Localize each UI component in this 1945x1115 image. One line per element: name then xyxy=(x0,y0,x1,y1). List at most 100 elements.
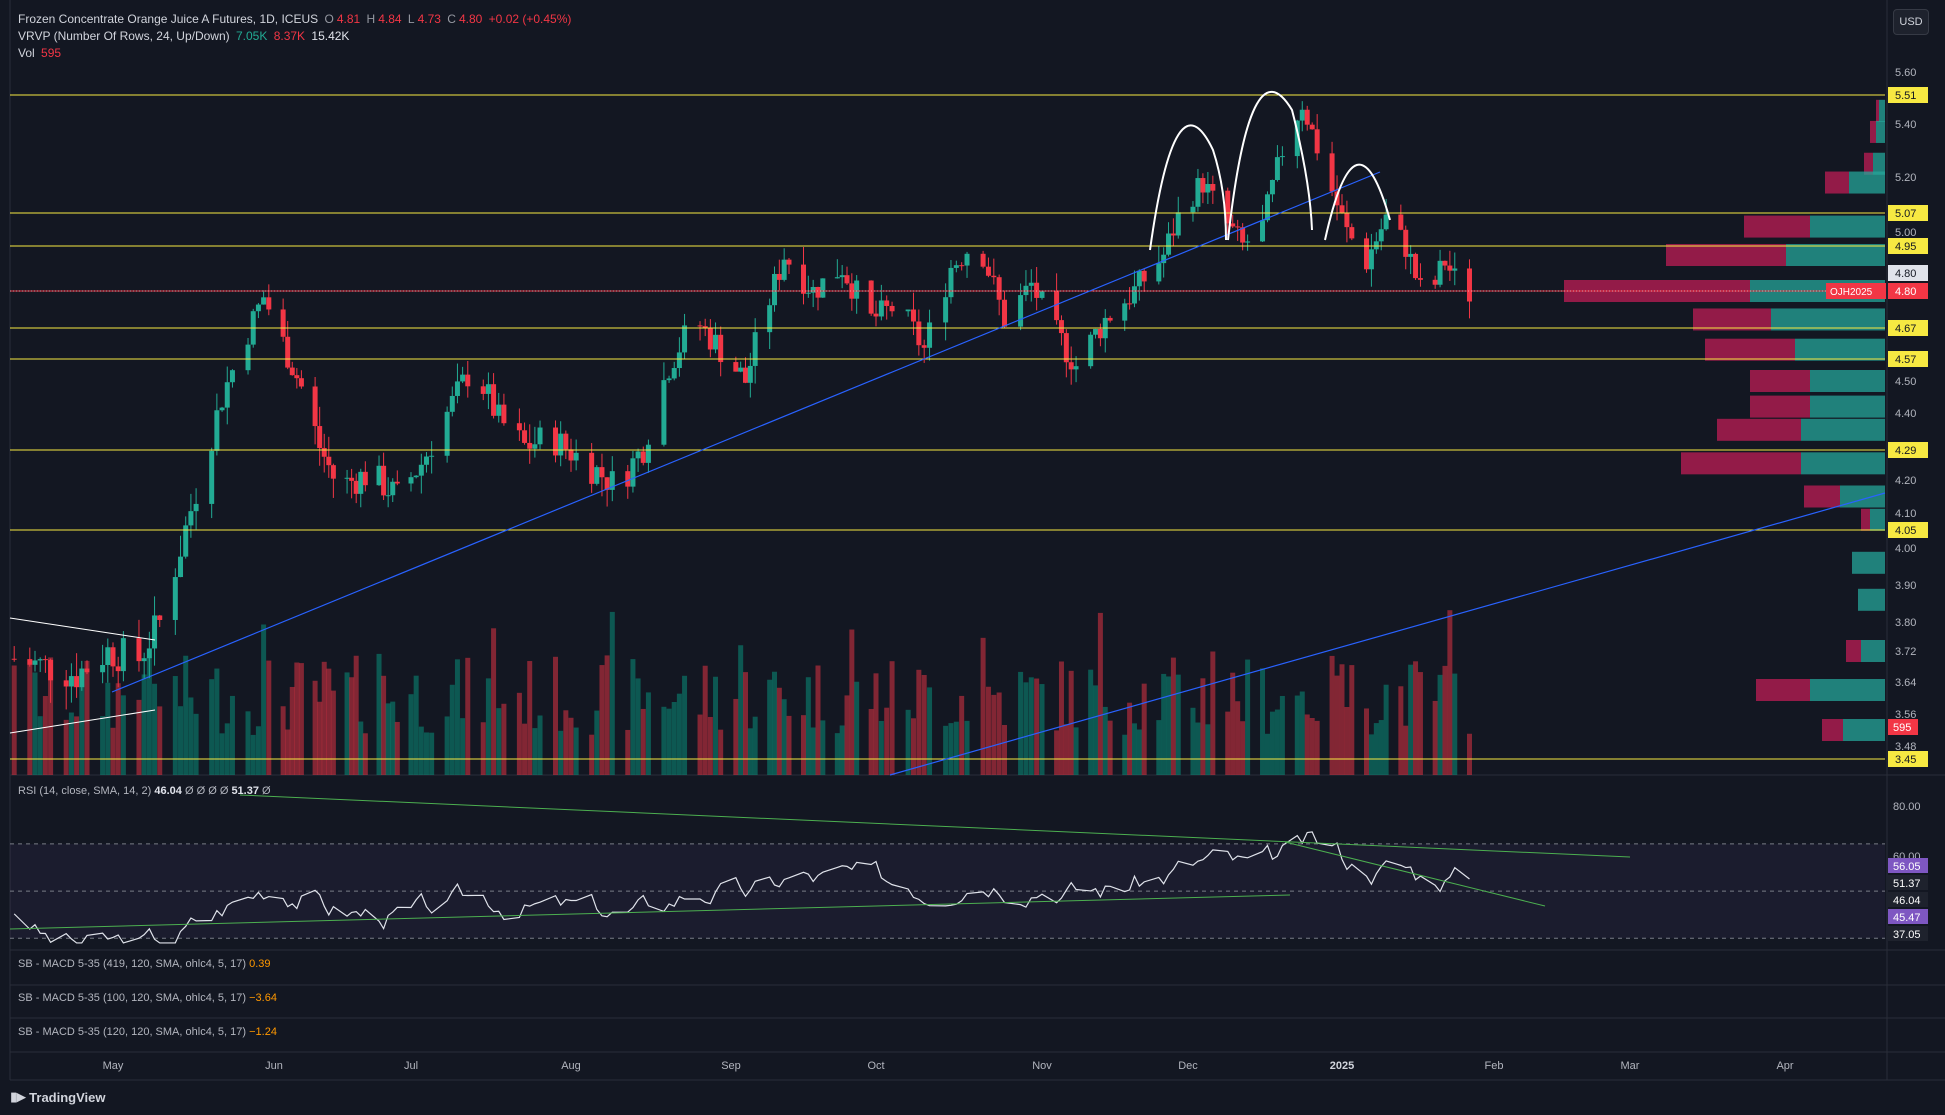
level-label: 5.51 xyxy=(1895,90,1916,102)
volume-bar xyxy=(921,674,927,775)
volume-bar xyxy=(1314,720,1320,775)
price-axis[interactable]: 5.60 5.40 5.20 5.00 4.50 4.40 4.20 4.10 4.00 3.90… xyxy=(1895,67,1916,753)
candle-body xyxy=(697,325,703,327)
candle-body xyxy=(1028,282,1034,286)
macd-legend-2: SB - MACD 5-35 (100, 120, SMA, ohlc4, 5,… xyxy=(18,992,277,1004)
volume-bar xyxy=(157,706,163,775)
volume-bar xyxy=(1274,709,1280,775)
candle-body xyxy=(385,495,391,497)
candle-body xyxy=(558,433,564,456)
drawings[interactable] xyxy=(9,90,1886,776)
candle-body xyxy=(801,264,806,294)
profile-up-bar xyxy=(1810,679,1885,701)
volume-bar xyxy=(980,637,986,775)
volume-bar xyxy=(910,718,916,775)
profile-up-bar xyxy=(1873,152,1885,175)
candle-body xyxy=(786,259,792,265)
time-tick: Nov xyxy=(1032,1060,1052,1072)
candle-body xyxy=(772,273,777,306)
candle-body xyxy=(1018,295,1024,327)
rsi-trendline-upper xyxy=(239,794,1631,858)
candle-body xyxy=(141,658,147,662)
rsi-label: RSI (14, close, SMA, 14, 2) xyxy=(18,785,152,797)
candle-body xyxy=(1190,206,1196,213)
volume-bar xyxy=(326,668,332,775)
profile-up-bar xyxy=(1810,215,1885,238)
candle-body xyxy=(702,326,708,328)
candle-body xyxy=(496,404,502,416)
volume-bar xyxy=(394,721,400,775)
profile-up-bar xyxy=(1810,395,1885,418)
candle-body xyxy=(27,659,33,665)
candle-body xyxy=(1383,214,1389,230)
candle-body xyxy=(1339,205,1345,213)
volume-bar xyxy=(661,706,667,775)
volume-bar xyxy=(563,710,569,775)
candle-body xyxy=(948,267,954,298)
currency-button[interactable]: USD xyxy=(1893,9,1929,35)
vrvp-legend: VRVP (Number Of Rows, 24, Up/Down) 7.05K… xyxy=(18,28,352,44)
time-axis[interactable]: May Jun Jul Aug Sep Oct Nov Dec 2025 Feb Mar Apr xyxy=(103,1060,1794,1072)
volume-bar xyxy=(1195,722,1201,775)
head-arc xyxy=(1227,90,1313,241)
candle-body xyxy=(1230,223,1236,227)
time-tick: Oct xyxy=(867,1060,884,1072)
volume-bar xyxy=(671,701,677,775)
time-tick: May xyxy=(103,1060,124,1072)
candle-body xyxy=(1235,226,1241,228)
volume-bar xyxy=(11,665,17,775)
candle-body xyxy=(255,304,261,312)
rsi-level-bg xyxy=(1888,892,1928,907)
candle-body xyxy=(682,325,688,353)
volume-bar xyxy=(358,721,364,775)
candle-body xyxy=(1466,268,1472,302)
profile-down-bar xyxy=(1750,370,1810,392)
volume-bar xyxy=(42,696,48,775)
volume-bar xyxy=(376,653,382,775)
volume-bar xyxy=(1240,721,1246,775)
candle-body xyxy=(905,309,911,312)
candle-body xyxy=(1304,109,1310,125)
candle-body xyxy=(390,481,396,496)
horizontal-levels[interactable]: 5.51 5.07 4.95 4.67 4.57 4.29 4.05 3.45 OJH2025 4… xyxy=(10,87,1928,767)
profile-down-bar xyxy=(1804,485,1840,508)
level-label-bg xyxy=(1888,205,1928,221)
volume-bar xyxy=(752,716,758,775)
profile-down-bar xyxy=(1681,452,1801,475)
profile-down-bar xyxy=(1870,120,1876,143)
level-label-bg xyxy=(1888,320,1928,336)
candle-body xyxy=(408,477,414,484)
volume-bar xyxy=(1373,723,1379,775)
tradingview-logo[interactable]: ▮▶ TradingView xyxy=(10,1089,106,1105)
candle-body xyxy=(1437,260,1443,285)
candle-body xyxy=(573,452,579,461)
volume-bar xyxy=(1210,651,1216,775)
volume-bar xyxy=(496,708,502,775)
volume-bar xyxy=(485,678,491,775)
rsi-trendline-recent xyxy=(1284,841,1546,907)
volume-bar xyxy=(1127,702,1133,775)
volume-bar xyxy=(959,695,965,775)
candle-body xyxy=(294,375,300,379)
volume-bar xyxy=(193,713,199,775)
volume-bar xyxy=(266,660,272,775)
time-tick: Jul xyxy=(404,1060,418,1072)
rising-trendline xyxy=(111,171,1381,693)
price-tick: 3.72 xyxy=(1895,646,1916,658)
symbol-name: Frozen Concentrate Orange Juice A Future… xyxy=(18,12,319,26)
volume-bar xyxy=(1073,727,1079,775)
profile-up-bar xyxy=(1843,719,1885,741)
level-label-bg xyxy=(1888,442,1928,458)
volume-bar xyxy=(317,701,323,775)
volume-bar xyxy=(1269,711,1275,775)
volume-bar xyxy=(172,676,178,775)
candle-body xyxy=(1364,238,1370,270)
macd-legend-1: SB - MACD 5-35 (419, 120, SMA, ohlc4, 5,… xyxy=(18,958,271,970)
profile-up-bar xyxy=(1876,120,1885,143)
candle-body xyxy=(630,458,636,487)
candle-body xyxy=(501,404,507,424)
volume-bar xyxy=(501,703,507,775)
volume-bar xyxy=(491,628,497,775)
candle-body xyxy=(1002,299,1008,327)
